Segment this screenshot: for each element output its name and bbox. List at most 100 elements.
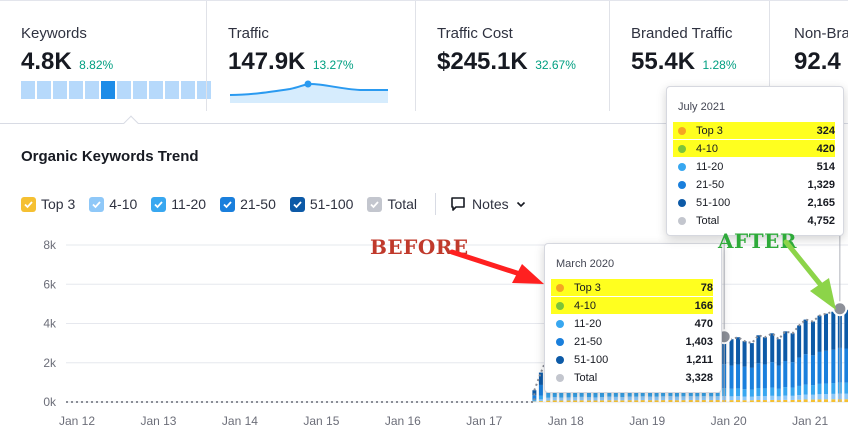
4-10-dot-icon <box>556 301 564 310</box>
bar-segment-21-50 <box>776 365 781 389</box>
bar-segment-4-10 <box>559 397 564 401</box>
bar-segment-51-100 <box>797 325 802 358</box>
tooltip-row-11-20: 11-20 514 <box>673 158 835 175</box>
bar-segment-4-10 <box>797 395 802 400</box>
bar-segment-11-20 <box>599 390 604 398</box>
tooltip-row-name: 21-50 <box>696 178 725 191</box>
metric-value: 4.8K <box>21 48 72 75</box>
metric-traffic-cost[interactable]: Traffic Cost $245.1K 32.67% <box>415 1 609 111</box>
legend-toggle-4-10[interactable]: 4-10 <box>89 196 137 212</box>
bar-segment-51-100 <box>762 337 767 365</box>
bar-segment-top3 <box>640 400 645 402</box>
tooltip-row-4-10: 4-10 166 <box>551 297 713 314</box>
bar-segment-4-10 <box>688 396 693 401</box>
bar-segment-top3 <box>797 399 802 402</box>
traffic-sparkline <box>230 80 388 103</box>
21-50-dot-icon <box>678 180 686 189</box>
bar-segment-top3 <box>627 400 632 402</box>
bar-segment-4-10 <box>613 396 618 401</box>
bar-segment-11-20 <box>831 383 836 394</box>
bar-segment-21-50 <box>742 366 747 390</box>
legend-toggle-21-50[interactable]: 21-50 <box>220 196 276 212</box>
tooltip-row-51-100: 51-100 1,211 <box>551 351 713 368</box>
21-50-dot-icon <box>556 337 564 346</box>
metric-non-branded-traffic[interactable]: Non-Bra 92.4 <box>769 1 848 111</box>
tooltip-row-name: 21-50 <box>574 335 603 348</box>
bar-segment-4-10 <box>701 396 706 401</box>
bar-segment-top3 <box>593 400 598 402</box>
notes-dropdown[interactable]: Notes <box>450 196 527 212</box>
y-tick-label: 6k <box>43 277 57 291</box>
bar-segment-top3 <box>573 400 578 402</box>
chevron-down-icon <box>516 201 525 208</box>
bar-segment-51-100 <box>749 343 754 368</box>
bar-segment-4-10 <box>593 397 598 401</box>
legend-toggle-11-20[interactable]: 11-20 <box>151 196 206 212</box>
metric-traffic[interactable]: Traffic 147.9K 13.27% <box>206 1 415 111</box>
bar-segment-11-20 <box>770 387 775 396</box>
11-20-dot-icon <box>678 162 686 171</box>
bar-segment-top3 <box>688 400 693 402</box>
tooltip-row-name: 11-20 <box>696 160 724 173</box>
mini-bar <box>101 81 115 99</box>
y-tick-label: 4k <box>43 317 57 331</box>
metric-value-row: 147.9K 13.27% <box>228 48 415 76</box>
bar-segment-4-10 <box>640 396 645 401</box>
bar-segment-top3 <box>654 400 659 402</box>
bar-segment-top3 <box>552 400 557 402</box>
bar-segment-top3 <box>620 400 625 402</box>
tooltip-row-name: 51-100 <box>696 196 731 209</box>
bar-segment-11-20 <box>546 392 551 398</box>
bar-segment-top3 <box>661 400 666 402</box>
bar-segment-51-100 <box>817 315 822 352</box>
tooltip-row-11-20: 11-20 470 <box>551 315 713 332</box>
bar-segment-11-20 <box>736 388 741 397</box>
x-tick-label: Jan 15 <box>303 414 339 428</box>
bar-segment-4-10 <box>661 396 666 401</box>
x-tick-label: Jan 13 <box>140 414 176 428</box>
y-tick-label: 8k <box>43 238 57 252</box>
legend-toggle-top3[interactable]: Top 3 <box>21 196 75 212</box>
tooltip-row-21-50: 21-50 1,329 <box>673 176 835 193</box>
bar-segment-11-20 <box>607 389 612 397</box>
mini-bar <box>149 81 163 99</box>
bar-segment-51-100 <box>538 372 543 385</box>
bar-segment-4-10 <box>709 396 714 401</box>
bar-segment-4-10 <box>627 396 632 401</box>
bar-segment-51-100 <box>803 319 808 355</box>
annotation-after: AFTER <box>718 229 797 253</box>
bar-segment-top3 <box>681 400 686 402</box>
legend-toggle-51-100[interactable]: 51-100 <box>289 196 353 212</box>
metric-branded-traffic[interactable]: Branded Traffic 55.4K 1.28% <box>609 1 769 111</box>
metric-value-row: 55.4K 1.28% <box>631 48 769 76</box>
hover-point <box>832 301 848 317</box>
bar-segment-4-10 <box>817 394 822 400</box>
bar-segment-top3 <box>709 400 714 402</box>
bar-segment-top3 <box>674 400 679 402</box>
mini-bar <box>37 81 51 99</box>
tooltip-row-value: 78 <box>700 281 713 294</box>
metrics-strip: Keywords 4.8K 8.82% Traffic 147.9K 13.27… <box>0 0 848 133</box>
bar-segment-21-50 <box>803 354 808 385</box>
bar-segment-top3 <box>831 399 836 402</box>
mini-bar <box>165 81 179 99</box>
bar-segment-top3 <box>729 400 734 402</box>
arrow-after-icon <box>783 239 836 310</box>
bar-segment-4-10 <box>532 400 537 402</box>
bar-segment-11-20 <box>586 390 591 398</box>
4-10-dot-icon <box>678 144 686 153</box>
tooltip-row-top3: Top 3 78 <box>551 279 713 296</box>
mini-bar <box>197 81 211 99</box>
keywords-mini-chart <box>21 81 211 99</box>
bar-segment-4-10 <box>844 393 848 400</box>
bar-segment-51-100 <box>844 309 848 349</box>
bar-segment-51-100 <box>736 337 741 365</box>
bar-segment-21-50 <box>844 348 848 383</box>
bar-segment-top3 <box>579 400 584 402</box>
tooltip-row-value: 2,165 <box>807 196 835 209</box>
metric-keywords[interactable]: Keywords 4.8K 8.82% <box>0 1 211 111</box>
bar-segment-11-20 <box>593 391 598 398</box>
bar-segment-top3 <box>607 400 612 402</box>
bar-segment-11-20 <box>797 385 802 396</box>
legend-toggle-total[interactable]: Total <box>367 196 417 212</box>
